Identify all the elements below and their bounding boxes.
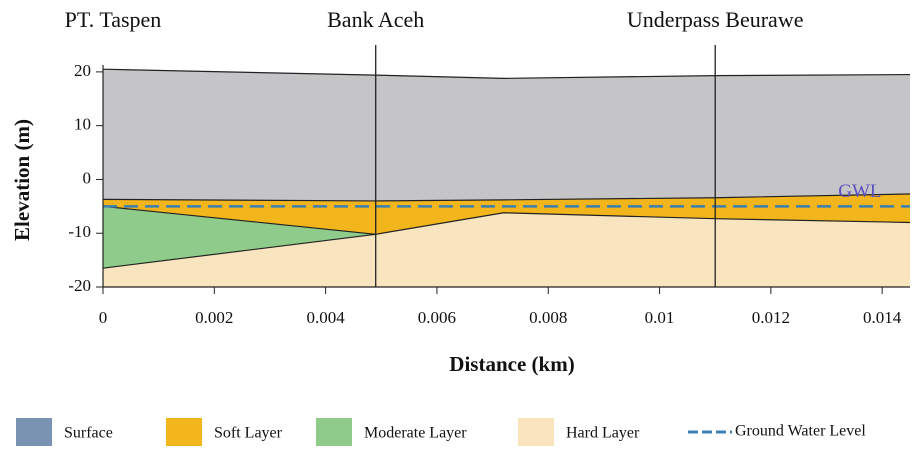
layer-area xyxy=(103,69,910,201)
legend-label: Hard Layer xyxy=(566,425,640,442)
x-tick-label: 0.002 xyxy=(195,308,233,327)
legend-swatch xyxy=(166,418,202,446)
legend-swatch xyxy=(518,418,554,446)
x-tick-label: 0.006 xyxy=(418,308,456,327)
x-tick-label: 0.01 xyxy=(645,308,675,327)
y-tick-label: 20 xyxy=(74,61,91,80)
water-level-label: GWL xyxy=(838,181,881,202)
x-tick-label: 0.008 xyxy=(529,308,567,327)
y-tick-label: -20 xyxy=(68,276,91,295)
legend-label: Surface xyxy=(64,425,113,442)
x-axis-label: Distance (km) xyxy=(449,352,574,376)
legend-swatch xyxy=(316,418,352,446)
location-label: PT. Taspen xyxy=(65,7,162,32)
location-label: Bank Aceh xyxy=(327,7,424,32)
y-tick-label: 0 xyxy=(83,168,92,187)
x-tick-label: 0.014 xyxy=(863,308,902,327)
y-axis-label: Elevation (m) xyxy=(10,119,34,241)
legend-label: Soft Layer xyxy=(214,425,283,442)
x-tick-label: 0 xyxy=(99,308,108,327)
x-tick-label: 0.012 xyxy=(752,308,790,327)
y-tick-label: -10 xyxy=(68,222,91,241)
legend-label: Moderate Layer xyxy=(364,425,467,442)
y-tick-label: 10 xyxy=(74,115,91,134)
chart: Distance (km) Elevation (m) GWL PT. Taspe… xyxy=(0,0,924,450)
legend-label: Ground Water Level xyxy=(735,423,866,440)
legend-swatch xyxy=(16,418,52,446)
location-label: Underpass Beurawe xyxy=(627,7,804,32)
x-tick-label: 0.004 xyxy=(306,308,345,327)
